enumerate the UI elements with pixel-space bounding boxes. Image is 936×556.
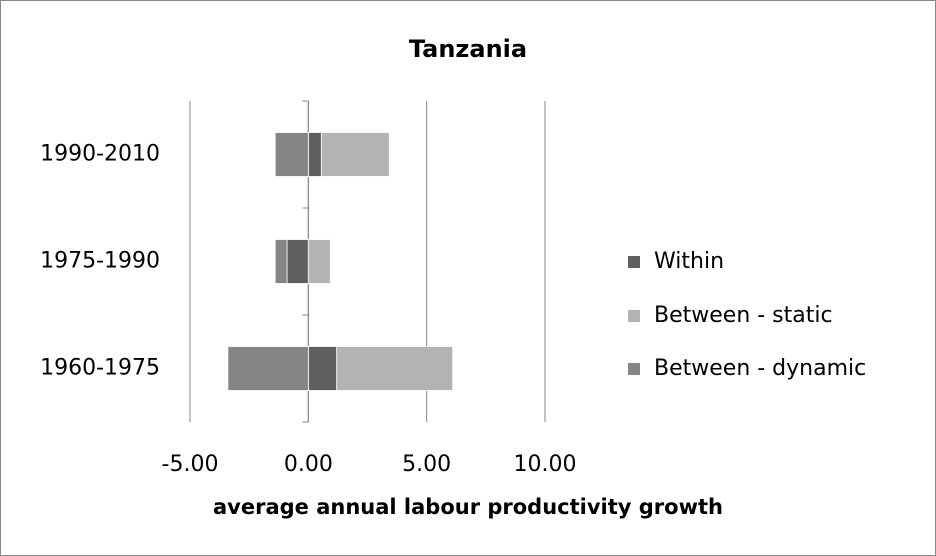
- legend-label: Within: [654, 249, 724, 274]
- legend-label: Between - static: [654, 303, 833, 328]
- bar-segment: [227, 346, 309, 391]
- bar-segment: [336, 346, 454, 391]
- legend-swatch: [628, 310, 640, 322]
- y-tick-label: 1960-1975: [40, 356, 160, 381]
- y-tick-label: 1990-2010: [40, 142, 160, 167]
- x-tick-label: -5.00: [162, 452, 219, 477]
- bar-segment: [320, 132, 390, 177]
- bar-segment: [274, 132, 309, 177]
- x-axis-label: average annual labour productivity growt…: [213, 495, 723, 519]
- y-tick-label: 1975-1990: [40, 249, 160, 274]
- x-tick-label: 0.00: [284, 452, 333, 477]
- legend-swatch: [628, 256, 640, 268]
- bar-segment: [274, 239, 288, 284]
- legend-label: Between - dynamic: [654, 356, 866, 381]
- bar-segment: [307, 239, 331, 284]
- x-tick-label: 5.00: [402, 452, 451, 477]
- legend-swatch: [628, 363, 640, 375]
- x-tick-label: 10.00: [514, 452, 577, 477]
- chart-title: Tanzania: [409, 35, 527, 63]
- bar-segment: [307, 346, 338, 391]
- bar-segment: [286, 239, 309, 284]
- bar-segment: [307, 132, 322, 177]
